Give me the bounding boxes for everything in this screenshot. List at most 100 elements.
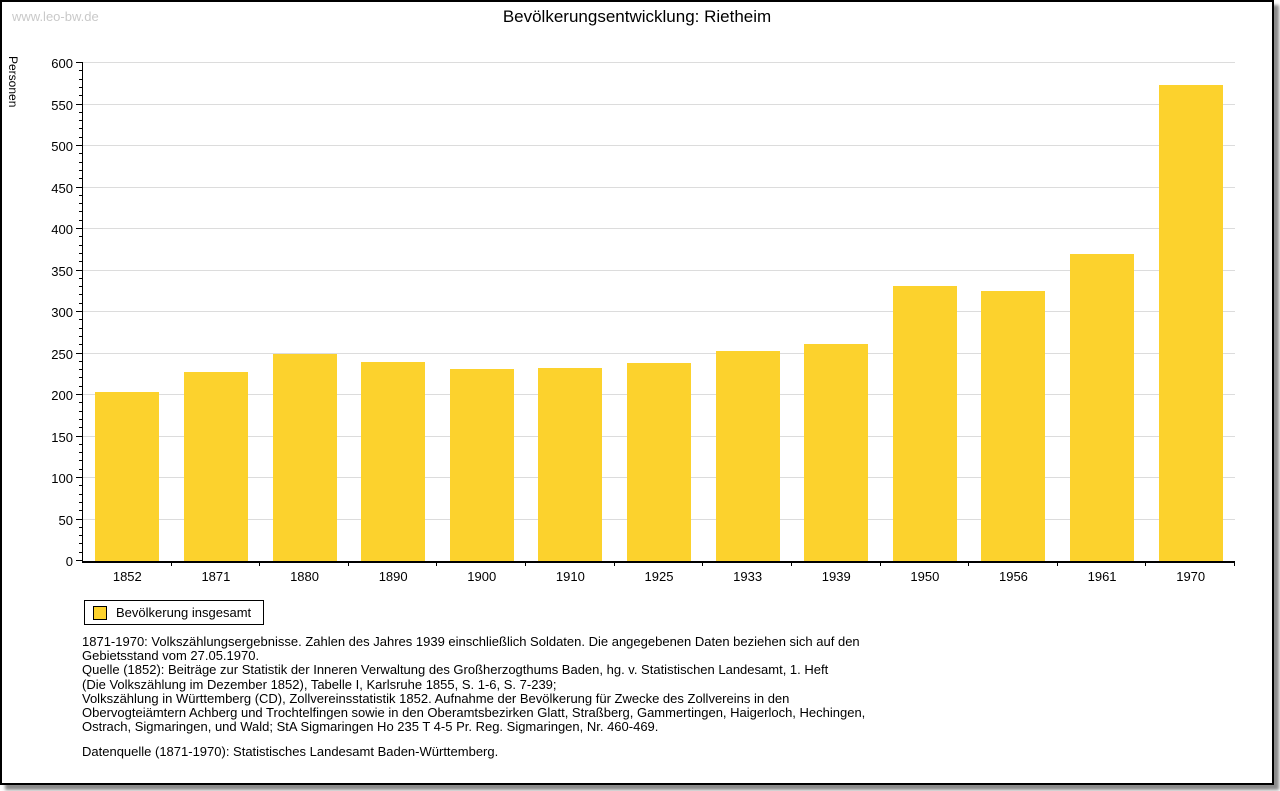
- y-axis-label: 200: [51, 388, 73, 403]
- y-axis-minor-tick: [79, 418, 83, 420]
- y-axis-tick: [76, 228, 83, 229]
- bar: [981, 291, 1046, 561]
- y-axis-minor-tick: [79, 360, 83, 362]
- legend-label: Bevölkerung insgesamt: [116, 605, 252, 620]
- y-axis-minor-tick: [79, 385, 83, 387]
- footer-line: Ostrach, Sigmaringen, und Wald; StA Sigm…: [82, 719, 659, 735]
- y-axis-minor-tick: [79, 95, 83, 97]
- page-title: Bevölkerungsentwicklung: Rietheim: [502, 7, 772, 26]
- y-axis-minor-tick: [79, 319, 83, 321]
- y-axis-minor-tick: [79, 452, 83, 454]
- y-axis-minor-tick: [79, 219, 83, 221]
- y-axis-label: 300: [51, 305, 73, 320]
- y-axis-label: 600: [51, 56, 73, 71]
- y-axis-minor-tick: [79, 485, 83, 487]
- plot-area: 0 50 100 150 200 250 300 350 400 450 500 550 600 1852…: [51, 56, 1235, 584]
- y-axis-tick: [76, 311, 83, 312]
- bar: [538, 367, 603, 561]
- y-axis-minor-tick: [79, 203, 83, 205]
- y-axis-minor-tick: [79, 70, 83, 72]
- y-axis-tick: [76, 352, 83, 354]
- x-axis-tick: [525, 561, 527, 566]
- y-axis-minor-tick: [79, 302, 83, 304]
- y-axis-minor-tick: [79, 178, 83, 180]
- y-axis-tick: [76, 394, 83, 395]
- y-axis-minor-tick: [79, 402, 83, 404]
- x-axis-tick: [968, 561, 970, 566]
- y-axis-minor-tick: [79, 261, 83, 263]
- y-axis-label: 250: [51, 346, 73, 362]
- x-axis-tick: [347, 561, 349, 566]
- watermark: www.leo-bw.de: [12, 9, 99, 24]
- y-axis-tick: [76, 62, 83, 63]
- x-axis-label: 1925: [644, 569, 674, 584]
- x-axis-label: 1890: [378, 569, 408, 584]
- y-axis-minor-tick: [79, 78, 83, 80]
- x-axis-label: 1871: [201, 569, 231, 584]
- y-axis-minor-tick: [79, 153, 83, 155]
- y-axis-minor-tick: [79, 277, 83, 279]
- gridline: [83, 269, 1235, 271]
- y-axis-minor-tick: [79, 335, 83, 337]
- y-axis-minor-tick: [79, 369, 83, 371]
- y-axis-minor-tick: [79, 286, 83, 288]
- y-axis-tick: [76, 477, 83, 478]
- x-axis-tick: [1145, 561, 1147, 566]
- y-axis-minor-tick: [79, 136, 83, 138]
- bar: [892, 286, 957, 561]
- y-axis-title: Personen: [6, 56, 20, 108]
- x-axis-tick: [1056, 561, 1058, 566]
- y-axis-minor-tick: [79, 194, 83, 196]
- y-axis-minor-tick: [79, 535, 83, 537]
- y-axis-minor-tick: [79, 128, 83, 130]
- x-axis-label: 1933: [733, 569, 763, 584]
- y-axis-tick: [76, 560, 83, 561]
- footer-line: Obervogteiämtern Achberg und Trochtelfin…: [82, 705, 866, 721]
- gridline: [83, 311, 1235, 312]
- x-axis-tick: [702, 561, 704, 566]
- x-axis-tick: [613, 561, 615, 566]
- y-axis-minor-tick: [79, 327, 83, 329]
- x-axis-tick: [790, 561, 792, 566]
- y-axis-label: 350: [51, 263, 73, 279]
- x-axis-label: 1970: [1176, 569, 1206, 584]
- y-axis-label: 400: [51, 222, 73, 237]
- y-axis-minor-tick: [79, 161, 83, 163]
- y-axis-minor-tick: [79, 211, 83, 213]
- y-axis-tick: [76, 103, 83, 105]
- bar: [95, 391, 160, 561]
- footer-line: Gebietsstand vom 27.05.1970.: [82, 648, 260, 664]
- bar: [627, 362, 691, 561]
- y-axis-tick: [76, 435, 83, 437]
- x-axis-label: 1950: [910, 569, 940, 584]
- y-axis-minor-tick: [79, 468, 83, 470]
- x-axis-tick: [259, 561, 261, 566]
- bar: [1158, 85, 1223, 561]
- footer-notes: 1871-1970: Volkszählungsergebnisse. Zahl…: [82, 634, 866, 760]
- y-axis-tick: [76, 518, 83, 520]
- bar: [361, 361, 426, 561]
- gridline: [83, 62, 1235, 63]
- x-axis-tick: [879, 561, 881, 566]
- bar: [183, 371, 248, 561]
- bar: [272, 353, 337, 561]
- y-axis-minor-tick: [79, 460, 83, 462]
- y-axis-label: 450: [51, 180, 73, 196]
- x-axis-label: 1900: [467, 569, 497, 584]
- y-axis-minor-tick: [79, 377, 83, 379]
- y-axis-minor-tick: [79, 169, 83, 171]
- y-axis-minor-tick: [79, 252, 83, 254]
- x-axis-label: 1880: [290, 569, 319, 584]
- gridline: [83, 186, 1235, 188]
- x-axis-label: 1910: [555, 569, 585, 584]
- legend-swatch-icon: [93, 605, 107, 620]
- y-axis-label: 100: [51, 471, 73, 486]
- footer-line: (Die Volkszählung im Dezember 1852), Tab…: [82, 676, 557, 692]
- y-axis-label: 0: [65, 554, 73, 569]
- y-axis-minor-tick: [79, 427, 83, 429]
- x-axis-label: 1939: [821, 569, 851, 584]
- y-axis-minor-tick: [79, 120, 83, 122]
- y-axis-minor-tick: [79, 236, 83, 238]
- y-axis-tick: [76, 269, 83, 271]
- datasource-line: Datenquelle (1871-1970): Statistisches L…: [82, 744, 499, 760]
